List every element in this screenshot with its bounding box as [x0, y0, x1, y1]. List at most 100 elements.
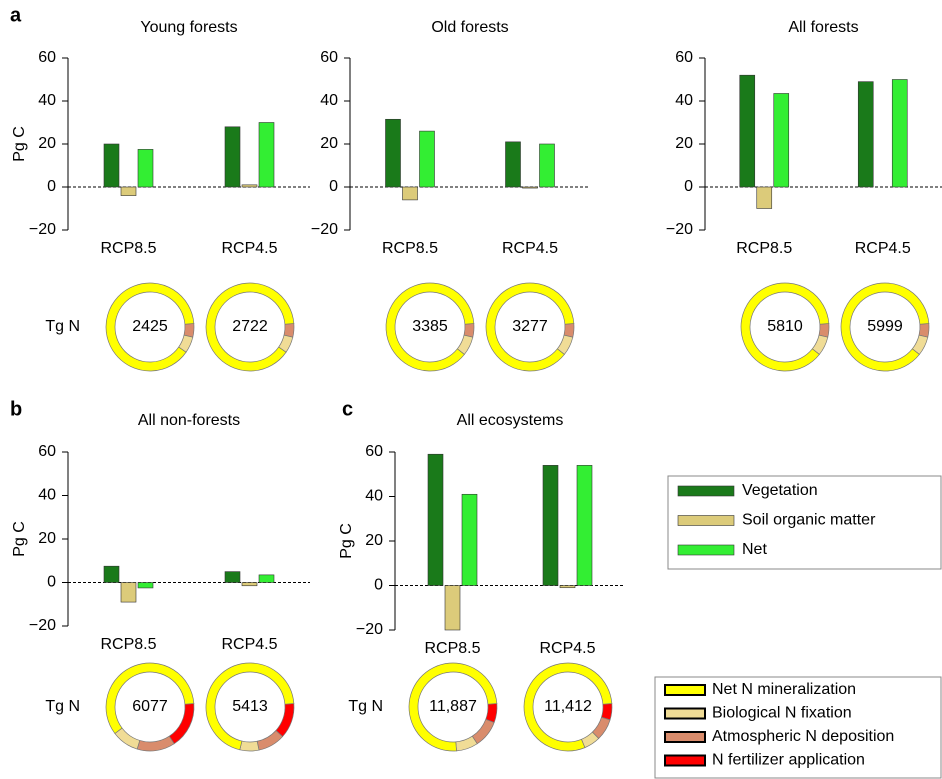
bar — [419, 130, 435, 188]
x-tick-label: RCP8.5 — [100, 636, 156, 653]
legend-swatch — [664, 731, 706, 743]
donut-unit-label: Tg N — [348, 698, 383, 715]
bar — [427, 453, 444, 586]
bar — [542, 465, 559, 586]
panel-label: c — [342, 398, 353, 420]
bar — [224, 126, 241, 188]
x-tick-label: RCP4.5 — [539, 640, 595, 657]
bar — [857, 81, 874, 188]
legend-swatch — [677, 515, 735, 526]
y-axis-label: Pg C — [11, 126, 28, 162]
bar — [576, 465, 593, 586]
donut-total: 5810 — [767, 318, 803, 335]
donut-segment — [136, 735, 175, 752]
y-tick-label: 60 — [675, 49, 693, 66]
bar — [522, 186, 538, 189]
legend-swatch — [677, 544, 735, 556]
donut-segment — [256, 730, 284, 751]
legend-label: Atmospheric N deposition — [712, 728, 894, 745]
donut-segment — [385, 282, 475, 372]
y-tick-label: 20 — [38, 135, 56, 152]
donut-total: 3277 — [512, 318, 548, 335]
chart-title: Old forests — [431, 19, 508, 36]
legend-label: Net — [742, 541, 767, 558]
y-tick-label: 0 — [47, 178, 56, 195]
bar — [120, 582, 137, 603]
x-tick-label: RCP8.5 — [736, 240, 792, 257]
y-tick-label: 40 — [365, 488, 383, 505]
bar — [461, 493, 478, 586]
donut-total: 5999 — [867, 318, 903, 335]
panel-label: b — [10, 398, 22, 420]
y-tick-label: 0 — [374, 577, 383, 594]
y-tick-label: 60 — [38, 443, 56, 460]
donut-segment — [114, 727, 141, 750]
donut-total: 6077 — [132, 698, 168, 715]
bar — [402, 186, 418, 201]
bar — [137, 582, 154, 589]
donut-segment — [840, 282, 930, 372]
x-tick-label: RCP4.5 — [855, 240, 911, 257]
chart-title: All non-forests — [138, 412, 240, 429]
donut-segment — [239, 740, 260, 752]
donut-total: 5413 — [232, 698, 268, 715]
y-tick-label: 20 — [365, 532, 383, 549]
y-tick-label: −20 — [666, 221, 693, 238]
y-axis-label: Pg C — [11, 521, 28, 557]
y-axis-label: Pg C — [338, 523, 355, 559]
legend-label: Net N mineralization — [712, 681, 856, 698]
legend-swatch — [664, 684, 706, 696]
chart-title: All ecosystems — [457, 412, 564, 429]
x-tick-label: RCP4.5 — [221, 636, 277, 653]
bar — [241, 582, 258, 587]
chart-title: Young forests — [140, 19, 237, 36]
y-tick-label: −20 — [311, 221, 338, 238]
y-tick-label: 40 — [38, 487, 56, 504]
donut-segment — [485, 282, 575, 372]
donut-segment — [523, 662, 613, 752]
legend-label: Soil organic matter — [742, 512, 876, 529]
y-tick-label: −20 — [356, 621, 383, 638]
donut-total: 11,887 — [429, 698, 477, 715]
carbon-legend-box — [667, 475, 942, 570]
donut-total: 11,412 — [544, 698, 592, 715]
bar — [241, 184, 258, 188]
donut-segment — [205, 662, 295, 751]
y-tick-label: 20 — [320, 135, 338, 152]
legend-label: Vegetation — [742, 482, 818, 499]
donut-unit-label: Tg N — [45, 698, 80, 715]
y-tick-label: 60 — [320, 49, 338, 66]
bar — [224, 571, 241, 583]
bar — [385, 118, 401, 188]
donut-segment — [740, 282, 830, 372]
panel-label: a — [10, 4, 22, 26]
legend-swatch — [664, 707, 706, 720]
y-tick-label: −20 — [29, 221, 56, 238]
bar — [539, 143, 555, 188]
y-tick-label: 0 — [329, 178, 338, 195]
bar — [739, 74, 756, 188]
x-tick-label: RCP8.5 — [382, 240, 438, 257]
donut-total: 3385 — [412, 318, 448, 335]
y-tick-label: 20 — [675, 135, 693, 152]
donut-segment — [471, 718, 495, 745]
legend-label: N fertilizer application — [712, 752, 865, 769]
bar — [103, 143, 120, 188]
bar — [137, 149, 154, 188]
donut-segment — [275, 703, 295, 738]
donut-segment — [105, 662, 195, 734]
bar — [120, 186, 137, 196]
donut-segment — [105, 282, 195, 372]
y-tick-label: 40 — [320, 92, 338, 109]
bar — [444, 585, 461, 631]
bar — [773, 93, 790, 188]
bar — [258, 574, 275, 583]
chart-title: All forests — [788, 19, 858, 36]
y-tick-label: 20 — [38, 530, 56, 547]
bar — [505, 141, 521, 188]
donut-segment — [408, 662, 498, 752]
y-tick-label: 0 — [684, 178, 693, 195]
bar — [258, 122, 275, 188]
y-tick-label: 40 — [38, 92, 56, 109]
x-tick-label: RCP8.5 — [100, 240, 156, 257]
